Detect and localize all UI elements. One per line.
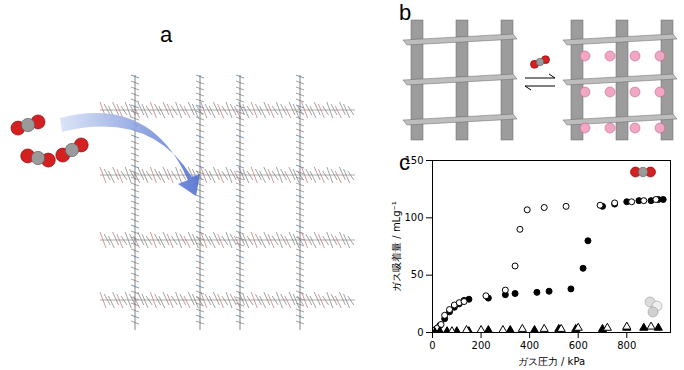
- svg-text:200: 200: [472, 340, 491, 351]
- svg-text:400: 400: [520, 340, 539, 351]
- svg-text:600: 600: [569, 340, 588, 351]
- svg-text:100: 100: [404, 212, 423, 223]
- svg-text:150: 150: [404, 155, 423, 166]
- svg-text:800: 800: [617, 340, 636, 351]
- svg-text:c: c: [399, 150, 410, 175]
- svg-text:ガス吸着量 / mLg⁻¹: ガス吸着量 / mLg⁻¹: [391, 201, 402, 292]
- svg-text:0: 0: [429, 340, 435, 351]
- svg-text:a: a: [160, 22, 173, 47]
- svg-text:50: 50: [411, 269, 424, 280]
- svg-text:ガス圧力 / kPa: ガス圧力 / kPa: [518, 356, 585, 367]
- svg-text:b: b: [399, 0, 411, 25]
- svg-text:0: 0: [417, 327, 423, 338]
